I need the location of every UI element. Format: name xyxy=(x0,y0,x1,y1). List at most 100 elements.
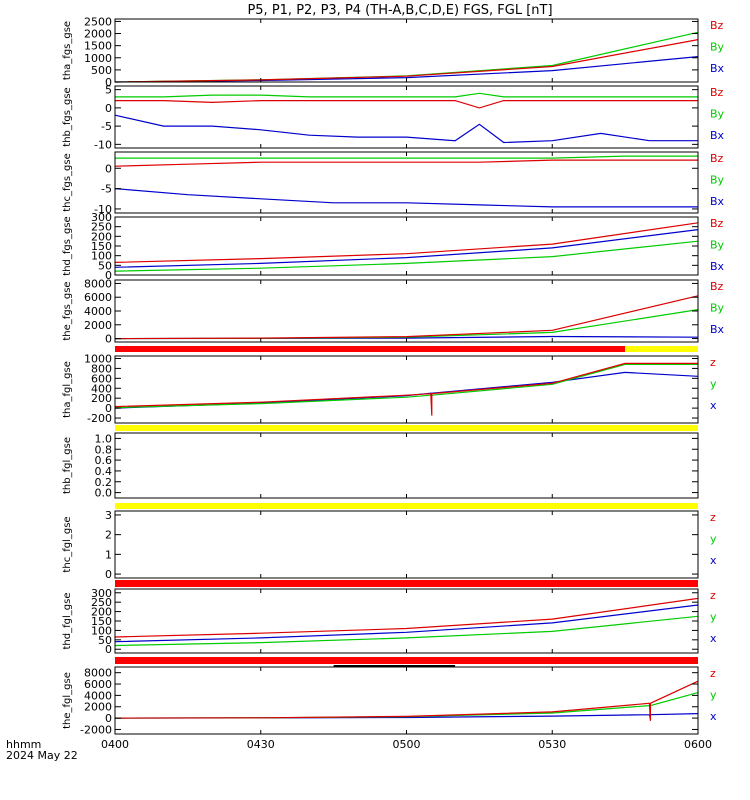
series-line-y xyxy=(114,692,699,719)
series-line-bz xyxy=(114,159,698,167)
panel-frame xyxy=(114,355,699,424)
y-tick-label: 6000 xyxy=(84,291,112,304)
y-tick-label: 500 xyxy=(91,64,112,77)
y-tick-label: 2000 xyxy=(84,319,112,332)
legend-label-y: y xyxy=(710,611,717,624)
status-bars xyxy=(115,346,698,667)
y-tick-label: 0.6 xyxy=(95,454,113,467)
series-line-by xyxy=(114,309,699,340)
y-axis-label: tha_fgl_gse xyxy=(62,361,73,418)
panel-thb_fgs_gse: -10 -5 0 5 thb_fgs_gse Bz By Bx xyxy=(62,84,725,152)
y-tick-label: 2 xyxy=(105,529,112,542)
legend-label-bz: Bz xyxy=(710,280,724,293)
panel-thc_fgl_gse: 0 1 2 3 thc_fgl_gse zyx xyxy=(62,509,717,581)
series-line-bx xyxy=(114,188,698,208)
y-tick-label: 4000 xyxy=(84,305,112,318)
y-tick-label: -2000 xyxy=(80,723,112,736)
series-line-z xyxy=(114,680,699,721)
y-tick-label: 150 xyxy=(91,240,112,253)
status-bar-segment-yellow xyxy=(625,346,698,352)
y-tick-label: 0 xyxy=(105,269,112,282)
y-axis-label: thb_fgl_gse xyxy=(62,437,73,494)
y-tick-label: 400 xyxy=(91,382,112,395)
y-tick-label: 1 xyxy=(105,548,112,561)
legend-label-y: y xyxy=(710,689,717,702)
legend-label-by: By xyxy=(710,41,725,54)
series-line-y xyxy=(114,363,698,409)
y-tick-label: 0 xyxy=(105,402,112,415)
y-tick-label: 1000 xyxy=(84,52,112,65)
y-tick-label: -200 xyxy=(87,412,112,425)
y-tick-label: -5 xyxy=(101,120,112,133)
y-tick-label: 300 xyxy=(91,211,112,224)
y-tick-label: 200 xyxy=(91,392,112,405)
y-tick-label: 600 xyxy=(91,372,112,385)
status-bar-segment-red xyxy=(115,657,698,664)
legend-label-x: x xyxy=(710,632,717,645)
y-axis-label: thd_fgl_gse xyxy=(62,593,73,650)
y-tick-label: 800 xyxy=(91,362,112,375)
status-bar-segment-red xyxy=(115,346,626,352)
series-line-by xyxy=(114,31,699,83)
legend-label-y: y xyxy=(710,378,717,391)
y-axis-label: the_fgs_gse xyxy=(62,281,73,340)
y-tick-label: 50 xyxy=(98,259,112,272)
y-tick-label: 1000 xyxy=(84,352,112,365)
y-tick-label: 3 xyxy=(105,509,112,522)
y-tick-label: 2500 xyxy=(84,15,112,28)
legend-label-z: z xyxy=(710,511,716,524)
panel-thc_fgs_gse: -10 -5 0 thc_fgs_gse Bz By Bx xyxy=(62,151,725,216)
y-tick-label: 0 xyxy=(105,162,112,175)
figure-title: P5, P1, P2, P3, P4 (TH-A,B,C,D,E) FGS, F… xyxy=(247,3,552,18)
y-tick-label: 50 xyxy=(98,634,112,647)
y-tick-label: 2000 xyxy=(84,28,112,41)
y-axis-label: the_fgl_gse xyxy=(62,672,73,729)
y-tick-label: 8000 xyxy=(84,277,112,290)
x-tick-label: 0600 xyxy=(684,738,712,751)
x-tick-label: 0500 xyxy=(393,738,421,751)
legend-label-by: By xyxy=(710,239,725,252)
y-tick-label: 0 xyxy=(105,568,112,581)
legend-label-x: x xyxy=(710,399,717,412)
footer-unit: hhmm xyxy=(6,738,41,751)
legend-label-bz: Bz xyxy=(710,152,724,165)
legend-label-bx: Bx xyxy=(710,129,725,142)
series-line-by xyxy=(115,92,698,98)
legend-label-by: By xyxy=(710,302,725,315)
legend-label-bz: Bz xyxy=(710,19,724,32)
y-tick-label: 0 xyxy=(105,712,112,725)
y-tick-label: 250 xyxy=(91,221,112,234)
y-tick-label: 5 xyxy=(105,84,112,97)
x-tick-label: 0400 xyxy=(101,738,129,751)
legend-label-x: x xyxy=(710,554,717,567)
series-line-bx xyxy=(114,114,698,144)
y-tick-label: 2000 xyxy=(84,701,112,714)
series-line-bz xyxy=(114,295,699,340)
legend-label-z: z xyxy=(710,356,716,369)
series-line-bz xyxy=(114,39,699,83)
status-bar-small xyxy=(333,665,456,667)
time-axis: 0400 0430 0500 0530 0600 xyxy=(101,738,712,751)
y-tick-label: 0 xyxy=(105,76,112,89)
panel-frame xyxy=(114,216,699,276)
y-tick-label: 4000 xyxy=(84,689,112,702)
y-tick-label: -10 xyxy=(94,203,112,216)
panel-frame xyxy=(114,666,699,735)
y-tick-label: 250 xyxy=(91,596,112,609)
y-tick-label: 8000 xyxy=(84,667,112,680)
panel-frame xyxy=(114,510,699,579)
legend-label-bz: Bz xyxy=(710,86,724,99)
y-tick-label: 0.2 xyxy=(95,476,113,489)
panel-frame xyxy=(114,279,699,343)
series-line-bz xyxy=(114,222,699,263)
legend-label-by: By xyxy=(710,108,725,121)
legend-label-z: z xyxy=(710,667,716,680)
x-tick-label: 0430 xyxy=(247,738,275,751)
y-tick-label: 200 xyxy=(91,606,112,619)
legend-label-x: x xyxy=(710,710,717,723)
status-bar-segment-red xyxy=(115,580,698,587)
legend-label-by: By xyxy=(710,174,725,187)
